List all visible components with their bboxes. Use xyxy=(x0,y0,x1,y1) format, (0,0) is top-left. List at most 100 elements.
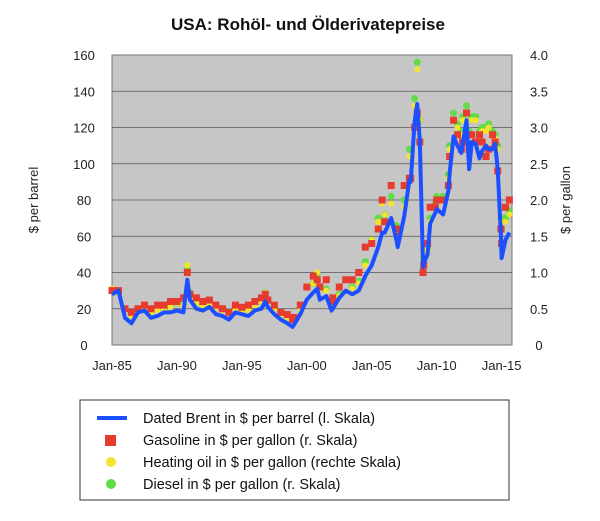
heating-oil-point xyxy=(323,287,330,294)
y-right-tick-label: 3.0 xyxy=(530,121,548,136)
gasoline-point xyxy=(261,290,269,298)
gasoline-point xyxy=(296,301,304,309)
heating-oil-point xyxy=(506,211,513,218)
gasoline-point xyxy=(478,138,486,146)
gasoline-point xyxy=(378,196,386,204)
gasoline-point xyxy=(290,313,298,321)
gasoline-point xyxy=(453,131,461,139)
gasoline-point xyxy=(476,131,484,139)
x-tick-label: Jan-00 xyxy=(287,358,327,373)
legend-label: Gasoline in $ per gallon (r. Skala) xyxy=(143,433,357,449)
diesel-point xyxy=(450,109,458,117)
gasoline-point xyxy=(468,131,476,139)
y-axis-left-label: $ per barrel xyxy=(26,167,41,234)
heating-oil-point xyxy=(154,307,161,314)
gasoline-point xyxy=(147,305,155,313)
gasoline-point xyxy=(374,225,382,233)
right-y-axis: 0 0.5 1.0 1.5 2.0 2.5 3.0 3.5 4.0 xyxy=(530,48,548,353)
gasoline-point xyxy=(392,225,400,233)
y-right-tick-label: 0 xyxy=(535,338,542,353)
gasoline-point xyxy=(251,298,259,305)
gasoline-point xyxy=(153,301,161,309)
gasoline-point xyxy=(270,301,278,309)
heating-oil-point xyxy=(381,211,388,218)
x-tick-label: Jan-90 xyxy=(157,358,197,373)
gasoline-point xyxy=(327,298,335,305)
gasoline-point xyxy=(426,203,434,211)
gasoline-point xyxy=(231,301,239,309)
heating-oil-point xyxy=(485,124,492,131)
legend-label: Dated Brent in $ per barrel (l. Skala) xyxy=(143,411,375,427)
gasoline-point xyxy=(244,301,252,309)
gasoline-point xyxy=(212,301,220,309)
y-left-tick-label: 40 xyxy=(77,266,91,281)
gasoline-point xyxy=(482,153,490,160)
gasoline-point xyxy=(463,109,471,117)
legend-label: Diesel in $ per gallon (r. Skala) xyxy=(143,477,340,493)
gasoline-point xyxy=(329,294,337,302)
gasoline-point xyxy=(121,305,129,313)
gasoline-point xyxy=(134,305,142,313)
diesel-point xyxy=(463,102,471,110)
heating-oil-point xyxy=(362,262,369,269)
diesel-point xyxy=(411,95,419,102)
y-right-tick-label: 3.5 xyxy=(530,84,548,99)
y-right-tick-label: 0.5 xyxy=(530,302,548,317)
y-left-tick-label: 140 xyxy=(73,84,95,99)
y-left-tick-label: 60 xyxy=(77,229,91,244)
series-0 xyxy=(111,101,512,329)
heating-oil-point xyxy=(167,304,174,311)
gasoline-point xyxy=(238,303,246,311)
legend-swatch-diesel xyxy=(106,479,116,489)
y-left-tick-label: 20 xyxy=(77,302,91,317)
gasoline-point xyxy=(173,298,181,305)
gasoline-point xyxy=(264,296,272,304)
gasoline-point xyxy=(335,283,343,291)
x-tick-label: Jan-05 xyxy=(352,358,392,373)
heating-oil-point xyxy=(349,285,356,292)
gasoline-point xyxy=(342,276,350,284)
x-tick-label: Jan-10 xyxy=(417,358,457,373)
left-y-axis: 0 20 40 60 80 100 120 140 160 xyxy=(73,48,95,353)
y-axis-right-label: $ per gallon xyxy=(558,166,573,234)
y-left-tick-label: 120 xyxy=(73,121,95,136)
gasoline-point xyxy=(303,283,311,291)
y-left-tick-label: 80 xyxy=(77,193,91,208)
gasoline-point xyxy=(431,203,439,211)
brent-line xyxy=(111,101,512,329)
x-tick-label: Jan-85 xyxy=(92,358,132,373)
legend-box xyxy=(79,399,510,501)
gasoline-point xyxy=(205,296,213,304)
heating-oil-point xyxy=(414,66,421,73)
gasoline-point xyxy=(322,276,330,284)
y-right-tick-label: 4.0 xyxy=(530,48,548,63)
gasoline-point xyxy=(439,196,447,204)
gasoline-point xyxy=(309,272,317,280)
y-left-tick-label: 0 xyxy=(80,338,87,353)
y-right-tick-label: 1.0 xyxy=(530,266,548,281)
gasoline-point xyxy=(355,269,363,276)
gasoline-point xyxy=(316,283,324,291)
gasoline-point xyxy=(257,294,265,302)
gridlines xyxy=(112,90,512,310)
heating-oil-point xyxy=(184,262,191,269)
legend-swatch-heating-oil xyxy=(106,457,116,467)
gasoline-point xyxy=(502,203,510,211)
gasoline-point xyxy=(394,232,402,240)
diesel-point xyxy=(413,58,421,66)
gasoline-point xyxy=(183,269,191,276)
gasoline-point xyxy=(419,269,427,276)
gasoline-point xyxy=(450,116,458,124)
gasoline-point xyxy=(218,305,226,313)
y-right-tick-label: 1.5 xyxy=(530,229,548,244)
gasoline-point xyxy=(283,311,291,319)
heating-oil-point xyxy=(388,200,395,207)
x-tick-label: Jan-15 xyxy=(482,358,522,373)
y-right-tick-label: 2.0 xyxy=(530,193,548,208)
gasoline-point xyxy=(361,243,369,251)
x-axis: Jan-85 Jan-90 Jan-95 Jan-00 Jan-05 Jan-10 Jan-… xyxy=(92,358,521,373)
gasoline-point xyxy=(489,131,497,139)
heating-oil-point xyxy=(454,124,461,131)
gasoline-point xyxy=(160,301,168,309)
